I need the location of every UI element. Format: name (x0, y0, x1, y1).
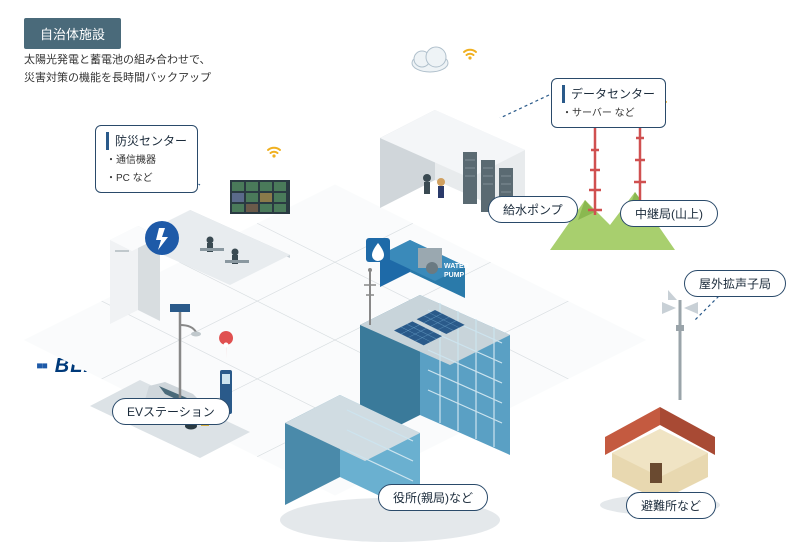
callout-title: 防災センター (106, 132, 187, 150)
bolt-icon (145, 221, 179, 255)
callout-title: 中継局(山上) (635, 207, 703, 221)
svg-text:PUMP: PUMP (444, 272, 465, 279)
callout-shelter: 避難所など (626, 492, 716, 519)
callout-sub2: ・PC など (106, 171, 187, 186)
callout-speaker: 屋外拡声子局 (684, 270, 786, 297)
callout-pump: 給水ポンプ (488, 196, 578, 223)
callout-title: 役所(親局)など (393, 491, 473, 505)
svg-text:WATER: WATER (444, 263, 469, 270)
callout-title: データセンター (562, 85, 655, 103)
cloud-icon (412, 47, 448, 72)
callout-bousai: 防災センター ・通信機器 ・PC など (95, 125, 198, 193)
callout-relay: 中継局(山上) (620, 200, 718, 227)
wifi-icon (460, 42, 480, 62)
callout-title: EVステーション (127, 405, 215, 419)
callout-title: 給水ポンプ (503, 203, 563, 217)
callout-ev: EVステーション (112, 398, 230, 425)
speaker-pole (662, 290, 698, 400)
callout-office: 役所(親局)など (378, 484, 488, 511)
water-icon (366, 238, 390, 262)
callout-sub: ・サーバー など (562, 106, 655, 121)
callout-title: 避難所など (641, 499, 701, 513)
callout-datacenter: データセンター ・サーバー など (551, 78, 666, 128)
iso-scene: WATER PUMP (0, 0, 800, 550)
callout-sub1: ・通信機器 (106, 153, 187, 168)
callout-title: 屋外拡声子局 (699, 277, 771, 291)
wifi-icon (264, 140, 284, 160)
